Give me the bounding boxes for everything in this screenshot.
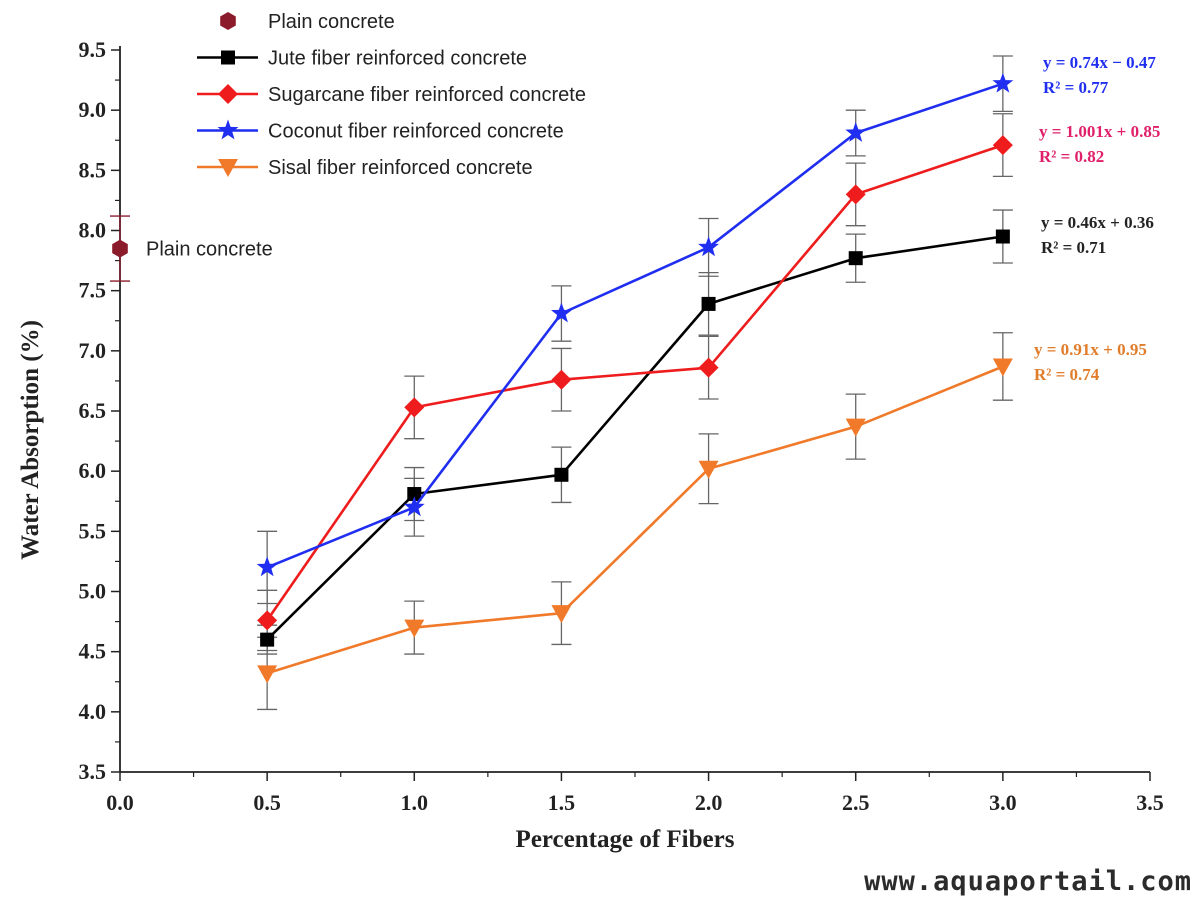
legend-label: Coconut fiber reinforced concrete [268, 121, 564, 143]
legend-marker [218, 159, 238, 177]
legend-item: Coconut fiber reinforced concrete [197, 119, 564, 143]
r-squared: R² = 0.82 [1039, 147, 1104, 166]
regression-equation: y = 0.46x + 0.36 [1041, 213, 1154, 232]
series-1-error-bars [257, 113, 1013, 652]
data-point [260, 632, 275, 647]
data-point [698, 236, 719, 257]
data-point [551, 302, 572, 323]
y-tick-label: 5.5 [79, 518, 107, 543]
regression-label: y = 0.74x − 0.47 R² = 0.77 [1043, 53, 1156, 97]
x-tick-label: 2.5 [842, 790, 870, 815]
data-point [992, 135, 1013, 156]
r-squared: R² = 0.74 [1034, 365, 1100, 384]
data-point [404, 397, 425, 418]
data-point [845, 122, 867, 142]
y-axis-title: Water Absorption (%) [17, 320, 44, 560]
data-point [551, 369, 572, 390]
legend-label: Jute fiber reinforced concrete [268, 48, 527, 70]
plain-concrete-annotation: Plain concrete [146, 239, 273, 261]
regression-equation: y = 1.001x + 0.85 [1039, 122, 1160, 141]
data-point [845, 184, 866, 205]
y-tick-label: 3.5 [79, 759, 107, 784]
data-point [698, 460, 719, 479]
legend-item: Sisal fiber reinforced concrete [197, 157, 533, 179]
series-1 [257, 135, 1013, 631]
x-tick-label: 3.5 [1136, 790, 1164, 815]
y-tick-label: 8.5 [79, 157, 107, 182]
y-tick-label: 9.0 [79, 97, 107, 122]
regression-equations: y = 0.46x + 0.36 R² = 0.71 y = 1.001x + 0.… [1034, 53, 1160, 384]
data-point [256, 556, 278, 577]
legend-label: Sugarcane fiber reinforced concrete [268, 84, 586, 106]
data-point [995, 229, 1010, 244]
regression-label: y = 0.91x + 0.95 R² = 0.74 [1034, 340, 1147, 384]
legend-item: Plain concrete [220, 11, 395, 33]
y-tick-label: 8.0 [79, 218, 107, 243]
r-squared: R² = 0.71 [1041, 238, 1106, 257]
legend-marker [217, 119, 239, 140]
x-tick-label: 1.0 [401, 790, 429, 815]
data-point [848, 251, 863, 266]
legend: Plain concrete Jute fiber reinforced conc… [197, 11, 586, 179]
watermark-text: www.aquaportail.com [864, 866, 1192, 897]
data-point [407, 487, 422, 502]
y-tick-label: 9.5 [79, 37, 107, 62]
data-point [701, 296, 716, 311]
data-point [257, 665, 278, 684]
series-line [266, 143, 1004, 622]
axis-ticks: 3.5 4.0 4.5 5.0 5.5 6.0 6.5 7.0 7.5 8.0 8.5 9.0 9.5 0… [79, 37, 1164, 815]
legend-marker [221, 50, 235, 65]
legend-label: Plain concrete [268, 11, 395, 33]
x-axis-title: Percentage of Fibers [516, 826, 735, 853]
x-tick-label: 0.0 [106, 790, 134, 815]
series-line [266, 235, 1004, 641]
series-3 [257, 358, 1013, 684]
plot-area: Plain concrete [110, 55, 1014, 711]
legend-item: Jute fiber reinforced concrete [197, 48, 527, 70]
legend-marker [218, 84, 238, 104]
data-point [992, 358, 1013, 377]
data-point [845, 418, 866, 437]
data-point [257, 610, 278, 631]
series-line [266, 365, 1004, 675]
data-point [403, 496, 425, 517]
series-2 [256, 72, 1014, 577]
data-point [698, 357, 719, 378]
x-tick-label: 3.0 [989, 790, 1017, 815]
legend-marker [220, 12, 236, 30]
regression-equation: y = 0.91x + 0.95 [1034, 340, 1147, 359]
y-tick-label: 4.0 [79, 699, 107, 724]
x-tick-label: 1.5 [548, 790, 576, 815]
data-point [554, 467, 569, 482]
axes [119, 46, 1150, 773]
regression-label: y = 0.46x + 0.36 R² = 0.71 [1041, 213, 1154, 257]
series-0-error-bars [257, 209, 1013, 655]
legend-label: Sisal fiber reinforced concrete [268, 157, 533, 179]
data-point [992, 72, 1014, 93]
y-tick-label: 4.5 [79, 639, 107, 664]
regression-equation: y = 0.74x − 0.47 [1043, 53, 1156, 72]
data-point [551, 605, 572, 624]
r-squared: R² = 0.77 [1043, 78, 1109, 97]
plain-concrete-point [112, 239, 128, 258]
y-tick-label: 5.0 [79, 579, 107, 604]
data-point [404, 619, 425, 638]
series-line [266, 82, 1004, 569]
x-tick-label: 0.5 [253, 790, 281, 815]
y-tick-label: 6.5 [79, 398, 107, 423]
legend-item: Sugarcane fiber reinforced concrete [197, 84, 586, 106]
y-tick-label: 6.0 [79, 458, 107, 483]
x-tick-label: 2.0 [695, 790, 723, 815]
y-tick-label: 7.5 [79, 278, 107, 303]
y-tick-label: 7.0 [79, 338, 107, 363]
regression-label: y = 1.001x + 0.85 R² = 0.82 [1039, 122, 1160, 166]
series-0 [260, 229, 1010, 647]
